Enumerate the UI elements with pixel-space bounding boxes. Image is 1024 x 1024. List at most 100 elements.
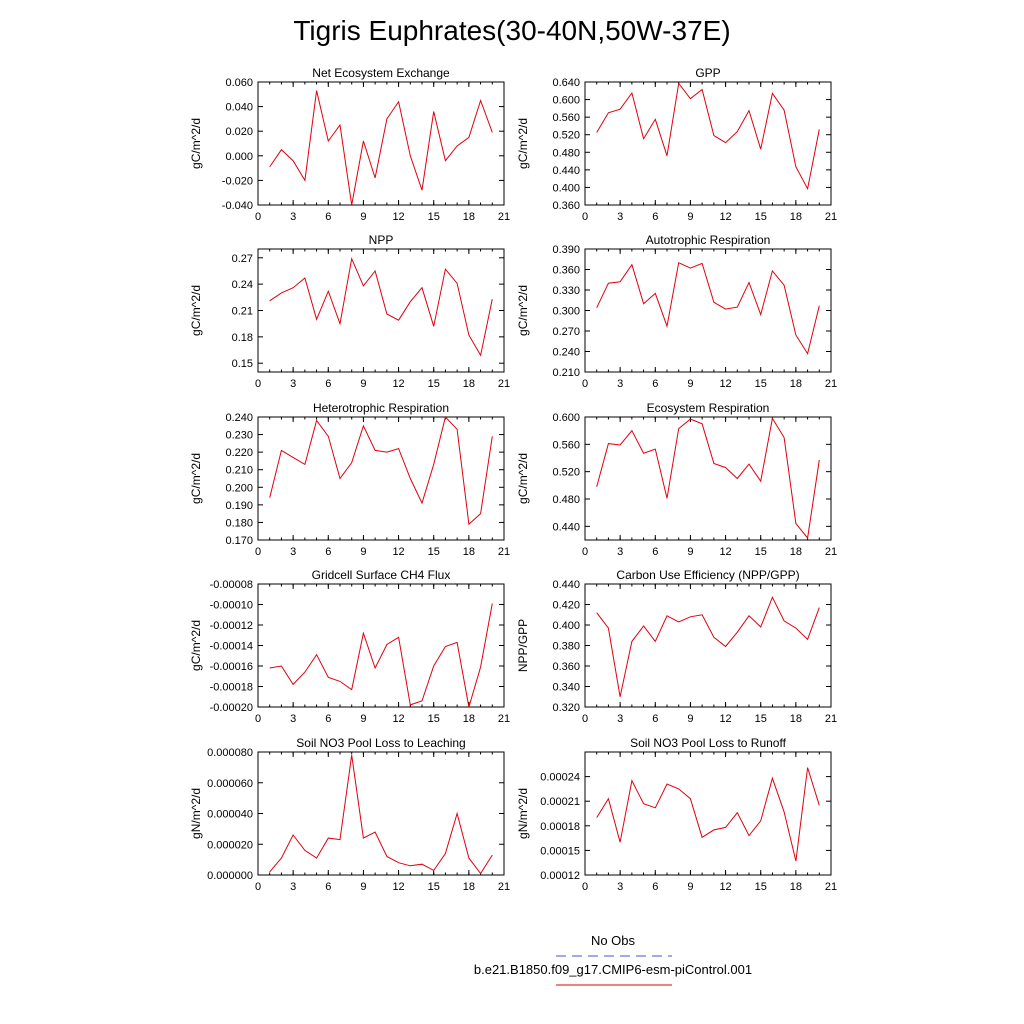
series-line [596,82,820,191]
x-tick-label: 3 [617,713,623,725]
y-tick-label: 0.480 [552,494,580,506]
x-tick-label: 9 [687,713,693,725]
x-tick-label: 6 [652,378,658,390]
y-tick-label: 0.24 [232,279,253,291]
x-tick-label: 12 [719,546,731,558]
x-tick-label: 21 [498,881,510,893]
x-tick-label: 21 [825,713,837,725]
chart-panel-1: GPP 0 3 6 9 12 15 18 21 0.360 0.400 0.440 0.480 0.520… [516,66,837,223]
x-tick-label: 9 [360,378,366,390]
plot-frame [584,416,832,541]
y-tick-label: 0.000020 [207,839,253,851]
x-tick-label: 12 [392,378,404,390]
y-tick-label: 0.210 [552,367,580,379]
x-tick-label: 15 [428,546,440,558]
y-tick-label: 0.560 [552,112,580,124]
y-tick-label: 0.400 [552,182,580,194]
panel-title: Soil NO3 Pool Loss to Runoff [630,736,787,750]
x-tick-label: 12 [392,713,404,725]
y-tick-label: 0.480 [552,147,580,159]
x-tick-label: 0 [255,378,261,390]
x-tick-label: 12 [392,546,404,558]
y-tick-label: 0.640 [552,77,580,89]
x-tick-label: 18 [790,713,802,725]
y-tick-label: -0.00016 [210,661,253,673]
y-axis-label: gC/m^2/d [189,285,203,336]
x-tick-label: 9 [687,378,693,390]
x-tick-label: 18 [463,378,475,390]
y-tick-label: -0.00020 [210,702,253,714]
y-tick-label: 0.220 [225,447,253,459]
y-tick-label: 0.520 [552,130,580,142]
x-tick-label: 3 [617,881,623,893]
x-tick-label: 18 [463,211,475,223]
x-tick-label: 9 [360,713,366,725]
series-line [596,417,820,540]
y-tick-label: 0.320 [552,702,580,714]
y-tick-label: -0.040 [222,200,253,212]
y-tick-label: -0.00010 [210,600,253,612]
x-tick-label: 6 [325,881,331,893]
panels-group: Net Ecosystem Exchange 0 3 6 9 12 15 18 21 -0.040… [189,66,837,893]
panel-title: Ecosystem Respiration [647,401,770,415]
x-tick-label: 0 [582,378,588,390]
figure-title: Tigris Euphrates(30-40N,50W-37E) [293,15,730,46]
x-tick-label: 15 [755,378,767,390]
y-tick-label: 0.400 [552,620,580,632]
y-axis-label: gC/m^2/d [516,453,530,504]
x-tick-label: 9 [687,546,693,558]
plot-frame [257,248,505,373]
y-tick-label: -0.00008 [210,579,253,591]
y-tick-label: 0.040 [225,102,253,114]
x-tick-label: 6 [652,881,658,893]
y-tick-label: 0.560 [552,439,580,451]
plot-frame [257,416,505,541]
legend-label-model: b.e21.B1850.f09_g17.CMIP6-esm-piControl.… [474,962,752,977]
x-tick-label: 3 [290,546,296,558]
y-tick-label: 0.360 [552,661,580,673]
x-tick-label: 0 [255,211,261,223]
y-tick-label: 0.330 [552,285,580,297]
series-line [269,603,493,708]
panel-title: Carbon Use Efficiency (NPP/GPP) [616,568,799,582]
y-axis-label: gC/m^2/d [516,118,530,169]
chart-panel-0: Net Ecosystem Exchange 0 3 6 9 12 15 18 21 -0.040… [189,66,510,223]
x-tick-label: 6 [325,378,331,390]
x-tick-label: 3 [290,211,296,223]
y-tick-label: 0.520 [552,467,580,479]
y-tick-label: 0.18 [232,332,253,344]
x-tick-label: 15 [755,546,767,558]
y-tick-label: 0.390 [552,244,580,256]
x-tick-label: 15 [428,881,440,893]
x-tick-label: 6 [325,713,331,725]
y-tick-label: 0.230 [225,430,253,442]
x-tick-label: 21 [498,546,510,558]
chart-panel-9: Soil NO3 Pool Loss to Runoff 0 3 6 9 12 15 18 21… [516,736,837,893]
y-axis-label: gC/m^2/d [189,620,203,671]
x-tick-label: 18 [463,546,475,558]
x-tick-label: 18 [463,713,475,725]
x-tick-label: 12 [719,211,731,223]
y-tick-label: 0.600 [552,95,580,107]
plot-frame [584,248,832,373]
x-tick-label: 21 [825,546,837,558]
y-tick-label: 0.360 [552,200,580,212]
y-tick-label: 0.600 [552,412,580,424]
x-tick-label: 15 [755,211,767,223]
y-tick-label: 0.27 [232,253,253,265]
x-tick-label: 3 [290,378,296,390]
chart-panel-7: Carbon Use Efficiency (NPP/GPP) 0 3 6 9 12 15 1… [516,568,837,725]
x-tick-label: 3 [617,211,623,223]
y-tick-label: -0.020 [222,175,253,187]
x-tick-label: 15 [755,713,767,725]
x-tick-label: 3 [617,378,623,390]
series-line [596,261,820,355]
x-tick-label: 12 [392,211,404,223]
y-tick-label: 0.440 [552,521,580,533]
y-tick-label: 0.190 [225,500,253,512]
x-tick-label: 0 [255,713,261,725]
chart-panel-6: Gridcell Surface CH4 Flux 0 3 6 9 12 15 18 21 -0.… [189,568,510,725]
y-tick-label: 0.240 [225,412,253,424]
x-tick-label: 0 [582,881,588,893]
